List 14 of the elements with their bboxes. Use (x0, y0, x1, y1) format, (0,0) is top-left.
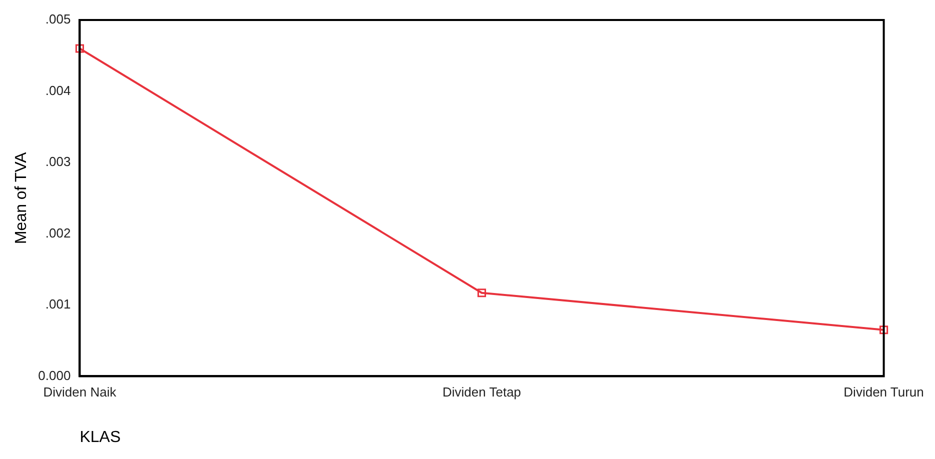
x-tick-label: Dividen Tetap (442, 384, 522, 400)
y-tick-label: .002 (45, 225, 71, 240)
x-tick-label: Dividen Naik (43, 384, 117, 400)
y-tick-label: 0.000 (38, 368, 71, 383)
y-tick-label: .003 (45, 154, 71, 170)
x-tick-label: Dividen Turun (844, 384, 924, 400)
x-axis-title: KLAS (80, 428, 121, 446)
point (879, 326, 888, 334)
point (477, 288, 486, 298)
y-tick-label: .001 (45, 296, 71, 312)
y-tick-label: .005 (45, 12, 71, 27)
y-axis-title: Mean of TVA (13, 152, 30, 244)
point (75, 44, 84, 53)
y-tick-label: .004 (45, 82, 71, 98)
